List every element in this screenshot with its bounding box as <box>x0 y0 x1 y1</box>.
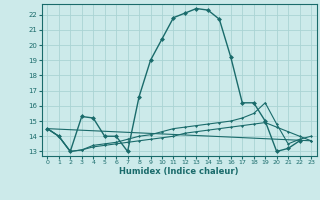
X-axis label: Humidex (Indice chaleur): Humidex (Indice chaleur) <box>119 167 239 176</box>
